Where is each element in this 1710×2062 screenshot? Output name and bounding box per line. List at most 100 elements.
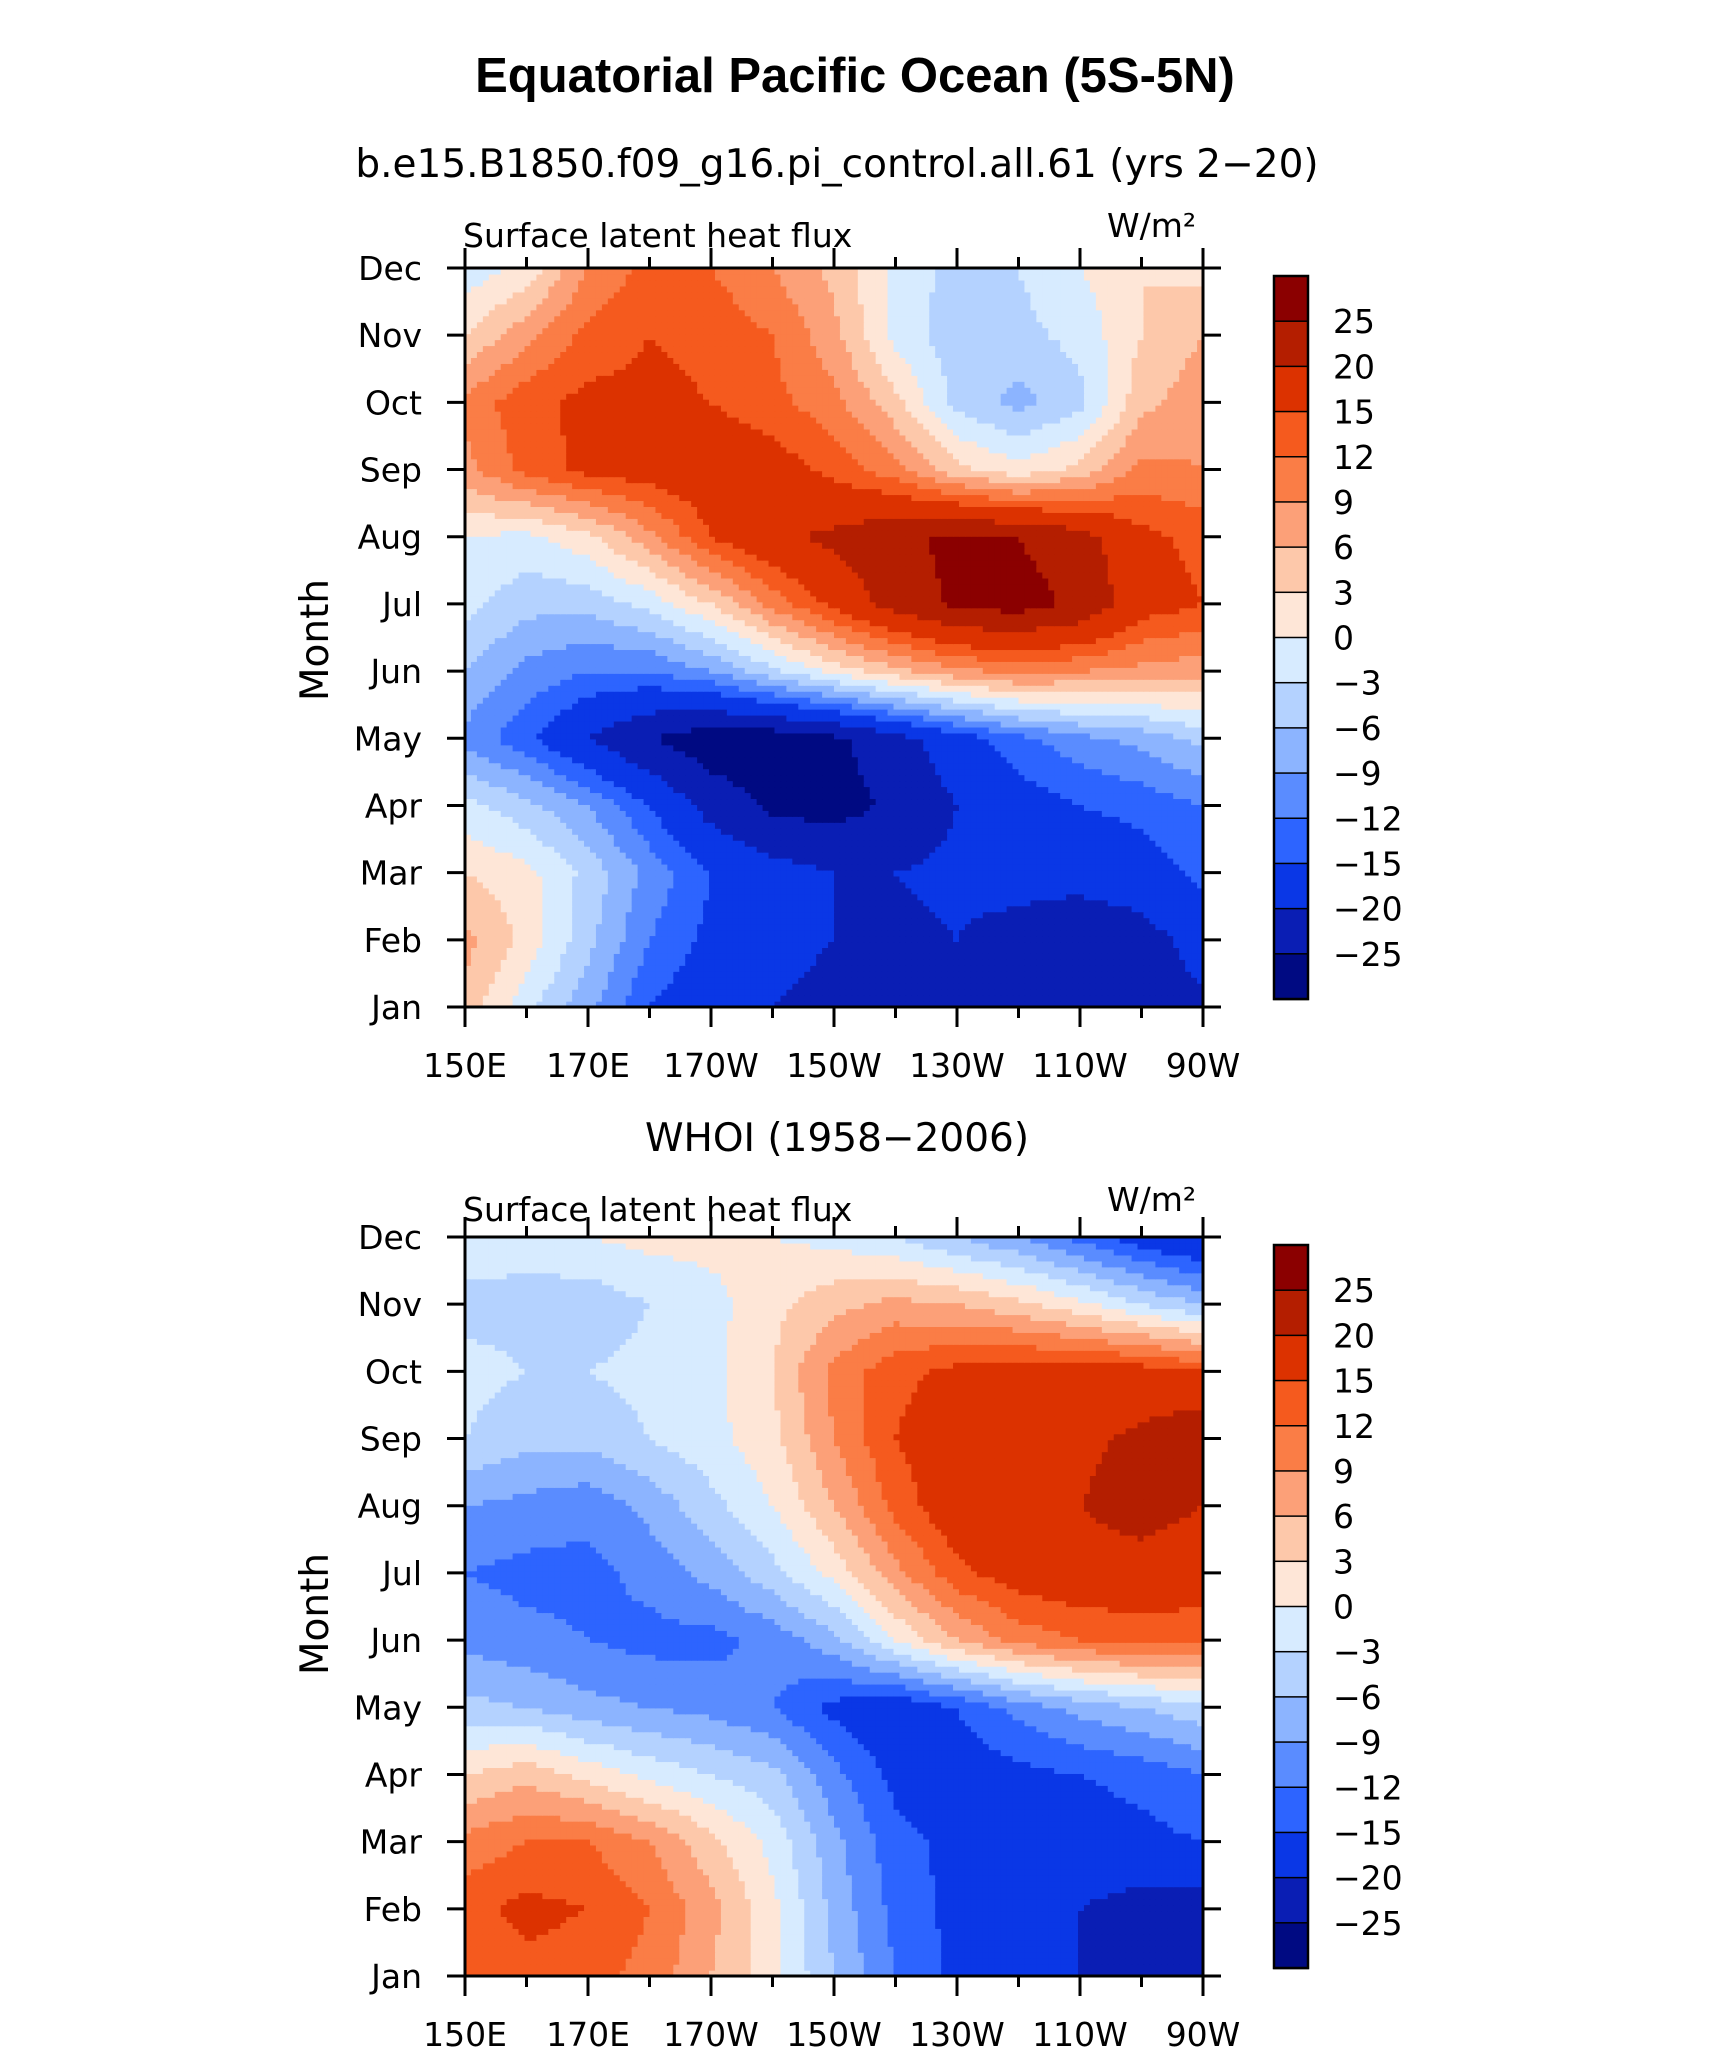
heatmap-cell <box>757 781 764 788</box>
heatmap-cell <box>917 840 924 847</box>
heatmap-cell <box>882 995 889 1002</box>
heatmap-cell <box>590 959 597 966</box>
heatmap-cell <box>816 870 823 877</box>
heatmap-cell <box>1030 852 1037 859</box>
heatmap-cell <box>608 876 615 883</box>
heatmap-cell <box>733 840 740 847</box>
heatmap-cell <box>578 816 585 823</box>
heatmap-cell <box>1036 935 1043 942</box>
heatmap-cell <box>757 906 764 913</box>
heatmap-cell <box>769 930 776 937</box>
heatmap-cell <box>477 959 484 966</box>
heatmap-cell <box>1001 786 1008 793</box>
heatmap-cell <box>489 828 496 835</box>
heatmap-cell <box>1143 995 1150 1002</box>
heatmap-cell <box>1042 828 1049 835</box>
heatmap-cell <box>1161 965 1168 972</box>
heatmap-cell <box>727 894 734 901</box>
heatmap-cell <box>780 977 787 984</box>
heatmap-cell <box>822 840 829 847</box>
heatmap-cell <box>554 810 561 817</box>
heatmap-cell <box>1173 864 1180 871</box>
heatmap-cell <box>1167 870 1174 877</box>
heatmap-cell <box>947 930 954 937</box>
heatmap-cell <box>548 900 555 907</box>
heatmap-cell <box>816 888 823 895</box>
heatmap-cell <box>1149 918 1156 925</box>
heatmap-cell <box>911 965 918 972</box>
heatmap-cell <box>780 769 787 776</box>
heatmap-cell <box>959 834 966 841</box>
heatmap-cell <box>905 810 912 817</box>
heatmap-cell <box>661 941 668 948</box>
heatmap-cell <box>661 924 668 931</box>
heatmap-cell <box>1126 983 1133 990</box>
heatmap-cell <box>1066 918 1073 925</box>
heatmap-cell <box>590 798 597 805</box>
heatmap-cell <box>525 840 532 847</box>
heatmap-cell <box>888 983 895 990</box>
heatmap-cell <box>1013 882 1020 889</box>
heatmap-cell <box>483 906 490 913</box>
heatmap-cell <box>846 792 853 799</box>
heatmap-cell <box>959 786 966 793</box>
heatmap-cell <box>1048 810 1055 817</box>
heatmap-cell <box>769 781 776 788</box>
heatmap-cell <box>995 906 1002 913</box>
heatmap-cell <box>685 786 692 793</box>
heatmap-cell <box>763 989 770 996</box>
heatmap-cell <box>1024 959 1031 966</box>
heatmap-cell <box>1167 876 1174 883</box>
heatmap-cell <box>763 816 770 823</box>
heatmap-cell <box>780 912 787 919</box>
heatmap-cell <box>882 888 889 895</box>
heatmap-cell <box>1084 906 1091 913</box>
heatmap-cell <box>679 846 686 853</box>
heatmap-cell <box>1019 912 1026 919</box>
heatmap-cell <box>1060 941 1067 948</box>
heatmap-cell <box>1179 888 1186 895</box>
heatmap-cell <box>620 924 627 931</box>
heatmap-cell <box>1019 775 1026 782</box>
heatmap-cell <box>638 798 645 805</box>
heatmap-cell <box>709 983 716 990</box>
heatmap-cell <box>792 894 799 901</box>
heatmap-cell <box>602 924 609 931</box>
heatmap-cell <box>1048 858 1055 865</box>
heatmap-cell <box>852 918 859 925</box>
heatmap-cell <box>852 977 859 984</box>
heatmap-cell <box>1090 816 1097 823</box>
heatmap-cell <box>995 864 1002 871</box>
heatmap-cell <box>667 804 674 811</box>
heatmap-cell <box>542 769 549 776</box>
heatmap-cell <box>1138 912 1145 919</box>
heatmap-cell <box>989 953 996 960</box>
heatmap-cell <box>697 983 704 990</box>
heatmap-cell <box>560 769 567 776</box>
heatmap-cell <box>566 870 573 877</box>
heatmap-cell <box>655 852 662 859</box>
heatmap-cell <box>721 971 728 978</box>
heatmap-cell <box>1066 930 1073 937</box>
heatmap-cell <box>971 989 978 996</box>
heatmap-cell <box>739 971 746 978</box>
heatmap-cell <box>703 894 710 901</box>
heatmap-cell <box>911 971 918 978</box>
heatmap-cell <box>959 846 966 853</box>
heatmap-cell <box>1042 804 1049 811</box>
heatmap-cell <box>1143 983 1150 990</box>
heatmap-cell <box>1179 858 1186 865</box>
heatmap-cell <box>661 834 668 841</box>
heatmap-cell <box>1120 810 1127 817</box>
heatmap-cell <box>983 781 990 788</box>
heatmap-cell <box>1185 792 1192 799</box>
heatmap-cell <box>1078 888 1085 895</box>
heatmap-cell <box>560 792 567 799</box>
heatmap-cell <box>1007 941 1014 948</box>
heatmap-cell <box>661 769 668 776</box>
heatmap-cell <box>1096 930 1103 937</box>
heatmap-cell <box>1155 894 1162 901</box>
heatmap-cell <box>638 983 645 990</box>
heatmap-cell <box>1167 959 1174 966</box>
heatmap-cell <box>1036 864 1043 871</box>
